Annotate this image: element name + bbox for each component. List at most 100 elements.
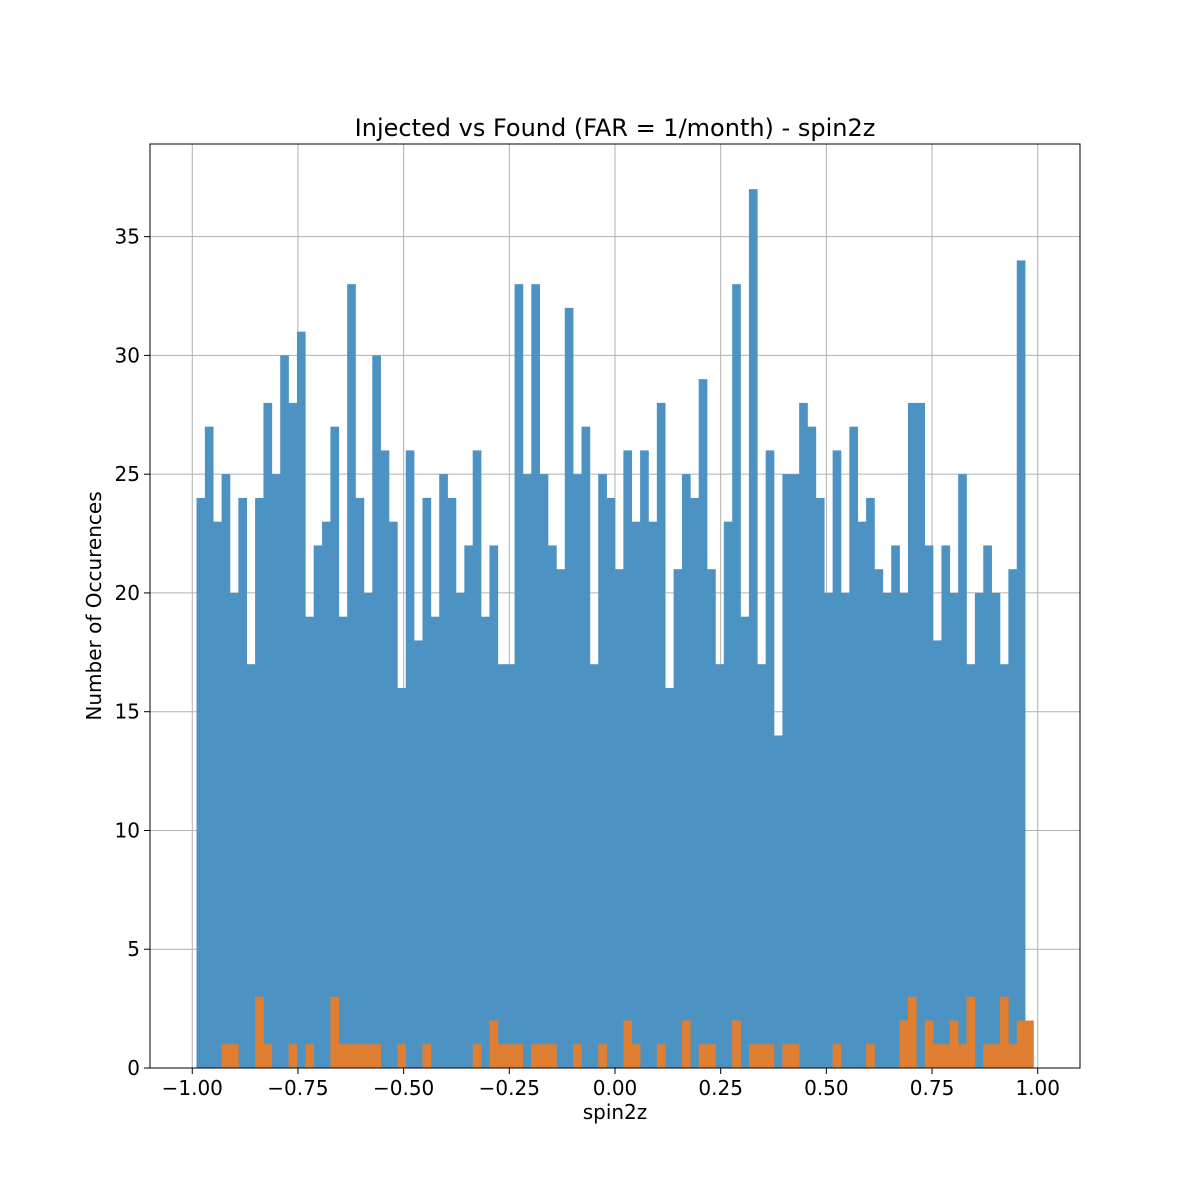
- injected-bar: [690, 497, 699, 1068]
- found-bar: [330, 996, 340, 1068]
- injected-bar: [430, 616, 440, 1068]
- found-bar: [698, 1044, 708, 1068]
- found-bar: [1016, 1020, 1026, 1068]
- injected-bar: [246, 664, 256, 1068]
- injected-bar: [330, 426, 340, 1068]
- y-tick-label: 10: [115, 818, 140, 842]
- x-tick-label: −0.75: [267, 1076, 328, 1100]
- chart-title: Injected vs Found (FAR = 1/month) - spin…: [355, 114, 876, 142]
- found-bar: [899, 1020, 909, 1068]
- injected-bar: [991, 592, 1001, 1068]
- found-bar: [372, 1044, 381, 1068]
- injected-bar: [422, 497, 432, 1068]
- injected-bar: [732, 284, 741, 1068]
- injected-bar: [522, 474, 532, 1068]
- y-tick-label: 35: [115, 225, 140, 249]
- found-bar: [506, 1044, 515, 1068]
- injected-bar: [238, 497, 248, 1068]
- found-bar: [623, 1020, 633, 1068]
- injected-bar: [255, 497, 264, 1068]
- injected-bar: [815, 497, 825, 1068]
- injected-bar: [849, 426, 859, 1068]
- injected-bar: [840, 592, 850, 1068]
- injected-bar: [631, 521, 641, 1068]
- found-bar: [790, 1044, 800, 1068]
- injected-bar: [949, 592, 959, 1068]
- injected-bar: [707, 569, 716, 1068]
- injected-bar: [598, 474, 607, 1068]
- x-tick-label: −0.50: [373, 1076, 434, 1100]
- injected-bar: [866, 497, 875, 1068]
- injected-bar: [748, 189, 758, 1068]
- found-bar: [288, 1044, 298, 1068]
- injected-bar: [280, 355, 289, 1068]
- injected-bar: [673, 569, 683, 1068]
- found-bar: [472, 1044, 482, 1068]
- injected-bar: [397, 687, 407, 1068]
- injected-bar: [506, 664, 515, 1068]
- injected-bar: [548, 545, 557, 1068]
- x-tick-label: 0.00: [593, 1076, 638, 1100]
- injected-bar: [891, 545, 900, 1068]
- injected-bar: [313, 545, 323, 1068]
- found-bar: [983, 1044, 992, 1068]
- y-axis-label: Number of Occurences: [82, 491, 106, 720]
- injected-bar: [941, 545, 951, 1068]
- injected-bar: [514, 284, 524, 1068]
- injected-bar: [464, 545, 474, 1068]
- found-bar: [255, 996, 264, 1068]
- y-tick-label: 30: [115, 343, 140, 367]
- found-bar: [748, 1044, 758, 1068]
- found-bar: [958, 1044, 967, 1068]
- y-tick-label: 20: [115, 581, 140, 605]
- injected-bar: [489, 545, 499, 1068]
- found-bar: [933, 1044, 942, 1068]
- injected-bar: [765, 450, 775, 1068]
- injected-bar: [556, 569, 566, 1068]
- injected-bar: [723, 521, 733, 1068]
- found-bar: [514, 1044, 524, 1068]
- found-bar: [907, 996, 917, 1068]
- found-bar: [966, 996, 976, 1068]
- found-bar: [866, 1044, 875, 1068]
- injected-bar: [832, 450, 842, 1068]
- found-bar: [422, 1044, 432, 1068]
- injected-bar: [857, 521, 867, 1068]
- injected-bar: [472, 450, 482, 1068]
- found-bar: [539, 1044, 549, 1068]
- injected-bar: [213, 521, 222, 1068]
- injected-bar: [933, 640, 942, 1068]
- found-bar: [1000, 996, 1009, 1068]
- injected-bar: [271, 474, 281, 1068]
- injected-bar: [799, 402, 808, 1068]
- injected-bar: [305, 616, 314, 1068]
- injected-bar: [983, 545, 992, 1068]
- injected-bar: [338, 616, 348, 1068]
- y-tick-label: 25: [115, 462, 140, 486]
- injected-bar: [907, 402, 917, 1068]
- injected-bar: [414, 640, 423, 1068]
- injected-bar: [296, 331, 306, 1068]
- injected-bar: [899, 592, 909, 1068]
- injected-bar: [966, 664, 976, 1068]
- found-bar: [573, 1044, 582, 1068]
- found-bar: [305, 1044, 314, 1068]
- injected-bar: [531, 284, 540, 1068]
- y-tick-label: 5: [127, 937, 140, 961]
- injected-bar: [389, 521, 398, 1068]
- injected-bar: [221, 474, 231, 1068]
- injected-bar: [1000, 664, 1009, 1068]
- found-bar: [598, 1044, 607, 1068]
- injected-bar: [974, 592, 984, 1068]
- found-bar: [765, 1044, 775, 1068]
- injected-bar: [924, 545, 934, 1068]
- injected-bar: [656, 402, 666, 1068]
- found-bar: [397, 1044, 407, 1068]
- injected-bar: [715, 664, 725, 1068]
- injected-bar: [623, 450, 633, 1068]
- y-tick-label: 0: [127, 1056, 140, 1080]
- found-bar: [681, 1020, 691, 1068]
- bars-layer: [196, 189, 1034, 1068]
- found-bar: [363, 1044, 373, 1068]
- found-bar: [338, 1044, 348, 1068]
